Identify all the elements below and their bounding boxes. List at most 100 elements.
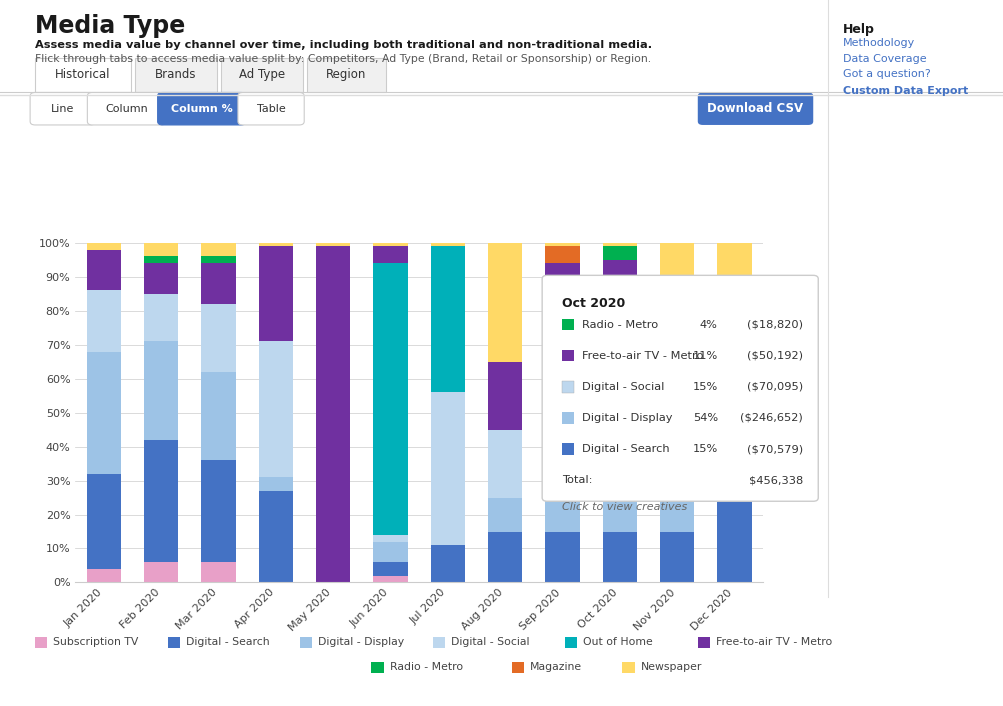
Bar	[487, 430, 522, 498]
Bar	[602, 297, 636, 348]
Bar	[316, 243, 350, 246]
Text: Historical: Historical	[55, 68, 110, 81]
Bar	[373, 535, 407, 542]
Bar	[545, 532, 579, 582]
Text: Table: Table	[257, 104, 285, 114]
Bar	[716, 243, 751, 406]
Text: ($18,820): ($18,820)	[746, 320, 802, 330]
Bar	[373, 562, 407, 575]
Bar	[487, 361, 522, 430]
Text: Methodology: Methodology	[843, 38, 915, 48]
Bar	[602, 243, 636, 246]
Text: Help: Help	[843, 23, 875, 35]
Text: 4%: 4%	[699, 320, 717, 330]
Bar	[545, 243, 579, 246]
Text: Custom Data Export: Custom Data Export	[843, 86, 968, 96]
Bar	[86, 352, 121, 474]
Text: 54%: 54%	[692, 413, 717, 423]
Bar	[373, 263, 407, 535]
Text: Digital - Display: Digital - Display	[318, 638, 404, 647]
Text: ($70,095): ($70,095)	[746, 382, 802, 392]
Bar	[602, 532, 636, 582]
Text: Assess media value by channel over time, including both traditional and non-trad: Assess media value by channel over time,…	[35, 40, 652, 49]
Text: Radio - Metro: Radio - Metro	[389, 662, 462, 672]
Bar	[430, 243, 464, 246]
Text: Magazine: Magazine	[530, 662, 582, 672]
Text: $456,338: $456,338	[748, 475, 802, 485]
Bar	[86, 474, 121, 569]
Bar	[487, 498, 522, 532]
Text: Region: Region	[326, 68, 366, 81]
Bar	[202, 460, 236, 562]
Bar	[716, 457, 751, 582]
Bar	[202, 304, 236, 372]
Bar	[202, 372, 236, 460]
Bar	[716, 406, 751, 430]
Bar	[487, 532, 522, 582]
Bar	[144, 256, 179, 263]
Bar	[144, 440, 179, 562]
Bar	[144, 263, 179, 294]
Text: Out of Home: Out of Home	[583, 638, 652, 647]
Bar	[716, 430, 751, 457]
Text: Digital - Social: Digital - Social	[582, 382, 664, 392]
Text: Oct 2020: Oct 2020	[562, 297, 625, 309]
Bar	[602, 260, 636, 297]
Bar	[202, 263, 236, 304]
Bar	[259, 477, 293, 491]
Bar	[545, 263, 579, 324]
Bar	[86, 290, 121, 352]
Text: Click to view creatives: Click to view creatives	[562, 502, 687, 512]
Bar	[373, 575, 407, 582]
Bar	[144, 243, 179, 256]
Bar	[202, 562, 236, 582]
Bar	[487, 243, 522, 361]
Text: Column: Column	[105, 104, 147, 114]
Bar	[659, 297, 694, 321]
Text: Subscription TV: Subscription TV	[53, 638, 138, 647]
Bar	[259, 246, 293, 342]
Text: Ad Type: Ad Type	[239, 68, 285, 81]
Text: ($70,579): ($70,579)	[746, 444, 802, 454]
Text: 11%: 11%	[692, 351, 717, 361]
Text: ($50,192): ($50,192)	[746, 351, 802, 361]
Bar	[659, 321, 694, 352]
Bar	[602, 246, 636, 260]
Bar	[144, 294, 179, 342]
Bar	[659, 352, 694, 430]
Bar	[602, 348, 636, 532]
Text: Flick through tabs to access media value split by: Competitors, Ad Type (Brand, : Flick through tabs to access media value…	[35, 54, 651, 64]
Text: Line: Line	[51, 104, 74, 114]
Text: Free-to-air TV - Metro: Free-to-air TV - Metro	[582, 351, 703, 361]
Text: Total:: Total:	[562, 475, 592, 485]
Bar	[545, 376, 579, 532]
Bar	[259, 491, 293, 582]
Bar	[430, 393, 464, 545]
Text: Column %: Column %	[171, 104, 233, 114]
Text: Got a question?: Got a question?	[843, 69, 930, 79]
Text: Data Coverage: Data Coverage	[843, 54, 926, 64]
Bar	[659, 430, 694, 532]
Bar	[659, 532, 694, 582]
Text: Digital - Search: Digital - Search	[582, 444, 669, 454]
Bar	[373, 243, 407, 246]
Bar	[144, 562, 179, 582]
Bar	[545, 246, 579, 263]
Text: Media Type: Media Type	[35, 14, 186, 38]
Bar	[316, 246, 350, 582]
Bar	[430, 246, 464, 393]
Bar	[659, 243, 694, 297]
Bar	[545, 324, 579, 376]
Text: Download CSV: Download CSV	[707, 102, 802, 115]
Bar	[202, 243, 236, 256]
Text: ($246,652): ($246,652)	[740, 413, 802, 423]
Bar	[259, 342, 293, 477]
Bar	[430, 545, 464, 582]
Text: Digital - Search: Digital - Search	[186, 638, 269, 647]
Text: Free-to-air TV - Metro: Free-to-air TV - Metro	[715, 638, 831, 647]
Bar	[202, 256, 236, 263]
Bar	[373, 542, 407, 562]
Text: Newspaper: Newspaper	[640, 662, 701, 672]
Bar	[86, 243, 121, 250]
Text: Brands: Brands	[154, 68, 197, 81]
